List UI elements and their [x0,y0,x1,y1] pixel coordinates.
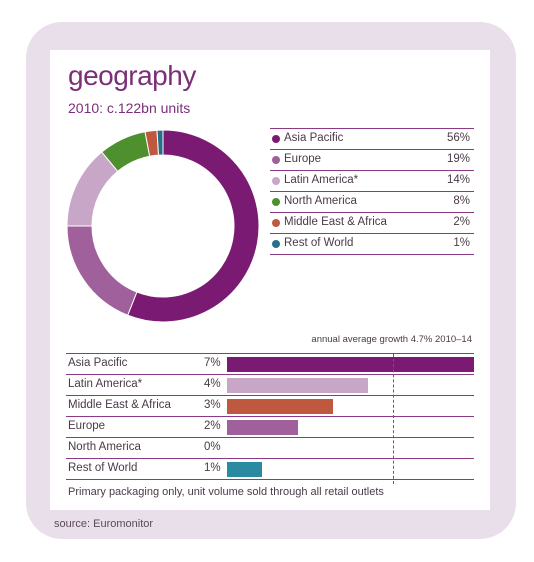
legend-value: 14% [446,174,470,186]
bar-row-asia-pacific: Asia Pacific 7% [66,353,474,375]
donut-slice-europe [66,225,138,316]
legend-label: Middle East & Africa [284,216,387,228]
donut-chart [66,129,260,323]
legend-item-asia-pacific: Asia Pacific 56% [270,128,474,150]
bar-label: North America [68,441,141,453]
footnote: Primary packaging only, unit volume sold… [68,486,384,498]
bar-asia-pacific [227,357,474,372]
legend-label: Europe [284,153,322,165]
legend-item-rest-of-world: Rest of World 1% [270,234,474,255]
donut-slice-latin-america [66,151,119,227]
legend-swatch [272,240,280,248]
bar-row-middle-east-africa: Middle East & Africa 3% [66,396,474,417]
legend-value: 2% [453,216,470,228]
bar-rest-of-world [227,462,263,477]
legend-label: Asia Pacific [284,132,344,144]
legend-item-latin-america: Latin America* 14% [270,171,474,192]
donut-slice-rest-of-world [156,129,164,156]
legend-swatch [272,219,280,227]
legend-value: 56% [446,132,470,144]
donut-legend: Asia Pacific 56% Europe 19% Latin America* 14… [270,128,474,255]
bar-label: Latin America* [68,378,143,390]
bar-row-north-america: North America 0% [66,438,474,459]
bar-value-label: 2% [204,420,221,432]
bar-value-label: 7% [204,357,221,369]
legend-item-north-america: North America 8% [270,192,474,213]
legend-value: 1% [453,237,470,249]
bar-row-latin-america: Latin America* 4% [66,375,474,396]
legend-swatch [272,177,280,185]
source-credit: source: Euromonitor [54,518,154,530]
legend-label: Rest of World [284,237,354,249]
legend-item-europe: Europe 19% [270,150,474,171]
bar-middle-east-africa [227,399,333,414]
legend-item-middle-east-africa: Middle East & Africa 2% [270,213,474,234]
growth-bar-chart: Asia Pacific 7% Latin America* 4% Middle Eas… [66,353,474,480]
bar-value-label: 3% [204,399,221,411]
donut-slice-asia-pacific [127,129,260,323]
average-growth-line [392,354,394,484]
legend-swatch [272,156,280,164]
bar-europe [227,420,298,435]
bar-row-europe: Europe 2% [66,417,474,438]
bar-value-label: 4% [204,378,221,390]
bar-label: Middle East & Africa [68,399,171,411]
legend-swatch [272,198,280,206]
bar-value-label: 1% [204,462,221,474]
bar-label: Asia Pacific [68,357,128,369]
bar-latin-america [227,378,369,393]
bar-value-label: 0% [204,441,221,453]
legend-value: 19% [446,153,470,165]
legend-label: North America [284,195,357,207]
legend-label: Latin America* [284,174,359,186]
bar-label: Europe [68,420,106,432]
growth-caption: annual average growth 4.7% 2010–14 [311,334,472,345]
legend-value: 8% [453,195,470,207]
bar-row-rest-of-world: Rest of World 1% [66,459,474,480]
legend-swatch [272,135,280,143]
bar-label: Rest of World [68,462,138,474]
chart-subtitle: 2010: c.122bn units [68,100,191,116]
page-title: geography [68,60,196,91]
